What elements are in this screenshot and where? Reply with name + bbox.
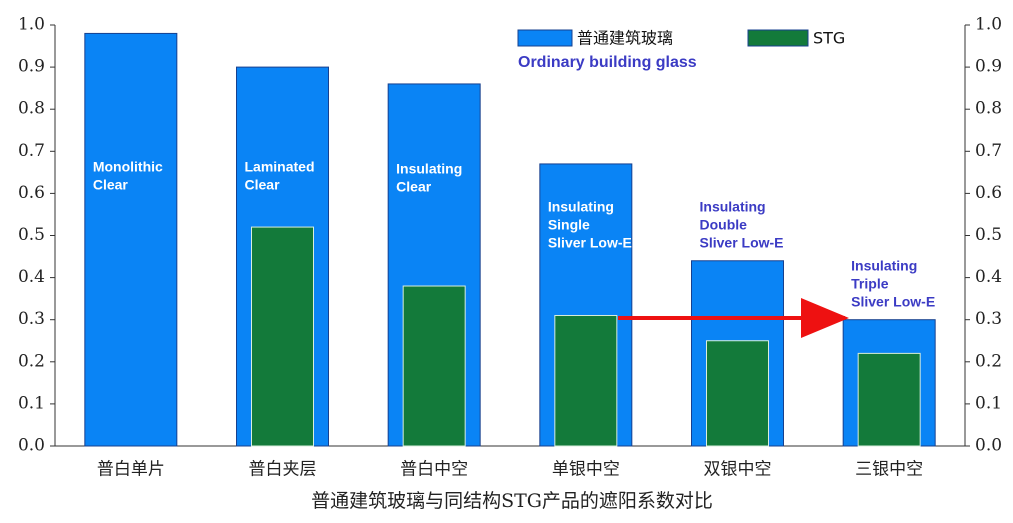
- bar: [84, 32, 178, 447]
- bar-label: Double: [700, 217, 748, 233]
- bar: [554, 314, 618, 447]
- y-tick-label-right: 0.2: [975, 351, 1002, 371]
- y-tick-label: 0.9: [18, 57, 45, 77]
- y-tick-label: 0.1: [18, 393, 45, 413]
- bar: [402, 285, 466, 447]
- bar: [706, 340, 769, 447]
- y-tick-label-right: 0.9: [975, 57, 1002, 77]
- bar-label: Insulating: [700, 199, 766, 215]
- bar-label: Sliver Low-E: [700, 235, 784, 251]
- bar-label: Clear: [245, 177, 281, 193]
- bar: [251, 226, 314, 447]
- x-tick-label: 单银中空: [552, 460, 620, 480]
- legend-label: STG: [813, 29, 845, 48]
- x-tick-label: 普白夹层: [249, 460, 317, 480]
- bar: [857, 352, 921, 447]
- y-tick-label-right: 0.8: [975, 99, 1002, 119]
- bar-label: Sliver Low-E: [548, 235, 632, 251]
- bar-label: Sliver Low-E: [851, 294, 935, 310]
- bar-label: Laminated: [245, 159, 315, 175]
- x-tick-label: 普白单片: [97, 460, 165, 480]
- bar-label: Single: [548, 217, 590, 233]
- bar-label: Clear: [93, 177, 129, 193]
- y-tick-label: 0.0: [18, 436, 45, 456]
- y-tick-label: 0.7: [18, 141, 45, 161]
- x-tick-label: 普白中空: [400, 460, 468, 480]
- y-tick-label: 0.6: [18, 183, 45, 203]
- x-tick-label: 双银中空: [704, 460, 772, 480]
- y-tick-label-right: 0.7: [975, 141, 1002, 161]
- y-tick-label-right: 0.0: [975, 436, 1002, 456]
- x-tick-label: 三银中空: [855, 460, 923, 480]
- y-tick-label-right: 0.4: [975, 267, 1002, 287]
- y-tick-label: 0.2: [18, 351, 45, 371]
- chart-title: 普通建筑玻璃与同结构STG产品的遮阳系数对比: [311, 490, 713, 512]
- legend-label: 普通建筑玻璃: [577, 29, 673, 48]
- legend-item: STG: [747, 29, 845, 48]
- y-tick-label: 1.0: [18, 15, 45, 35]
- bar-label: Monolithic: [93, 159, 163, 175]
- bar-label: Insulating: [396, 161, 462, 177]
- y-tick-label: 0.4: [18, 267, 45, 287]
- legend-item: 普通建筑玻璃: [517, 29, 673, 48]
- legend-swatch: [747, 29, 809, 47]
- y-tick-label-right: 0.5: [975, 225, 1002, 245]
- bar-label: Insulating: [548, 199, 614, 215]
- y-tick-label: 0.5: [18, 225, 45, 245]
- bar-label: Insulating: [851, 258, 917, 274]
- legend-swatch: [517, 29, 573, 47]
- y-tick-label-right: 0.3: [975, 309, 1002, 329]
- subtitle: Ordinary building glass: [518, 54, 697, 71]
- y-tick-label-right: 0.6: [975, 183, 1002, 203]
- y-tick-label-right: 1.0: [975, 15, 1002, 35]
- bar-label: Clear: [396, 179, 432, 195]
- y-tick-label-right: 0.1: [975, 393, 1002, 413]
- y-tick-label: 0.8: [18, 99, 45, 119]
- y-tick-label: 0.3: [18, 309, 45, 329]
- bar-label: Triple: [851, 276, 889, 292]
